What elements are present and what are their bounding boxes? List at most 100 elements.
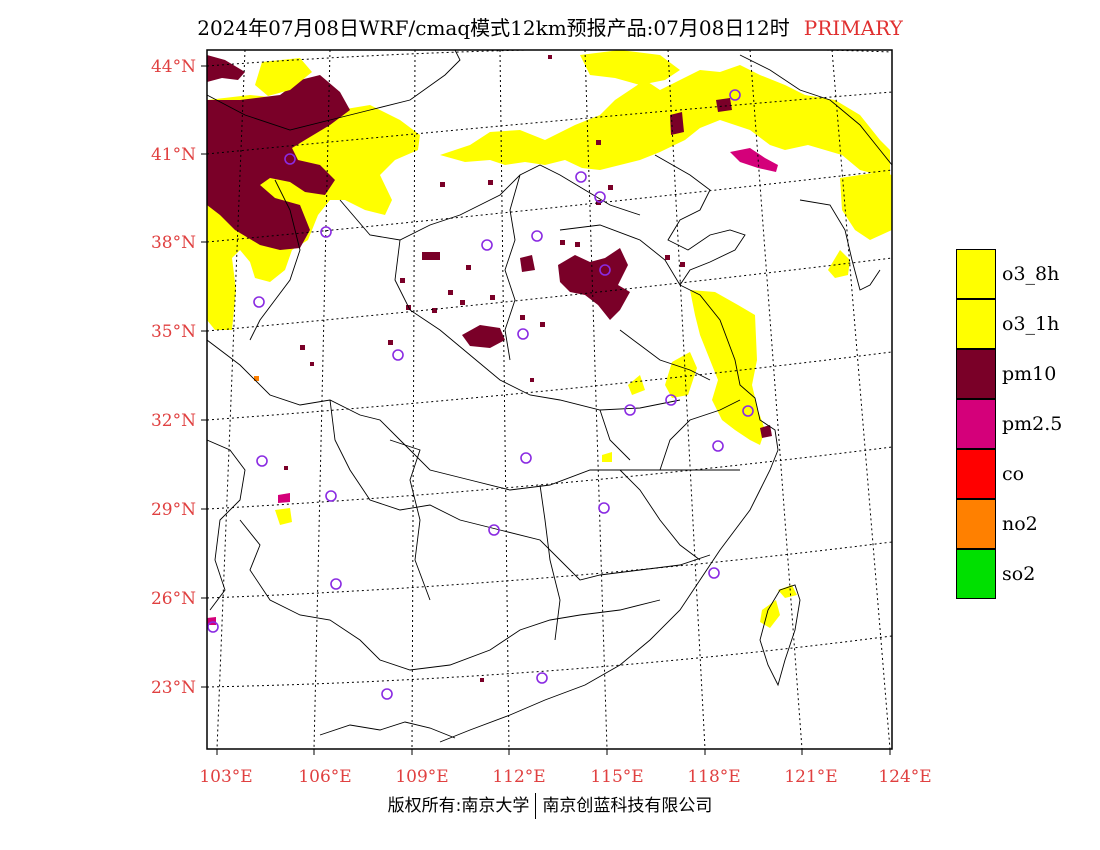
- lat-line-32: [207, 351, 892, 421]
- pm10-area-north-edge: [207, 55, 245, 82]
- province-border-7: [239, 519, 661, 671]
- province-border-5: [207, 339, 740, 491]
- legend-swatch: [956, 549, 996, 599]
- o3-area-north-top: [580, 50, 680, 85]
- lon-line-121: [749, 50, 803, 749]
- station-marker: [708, 567, 720, 579]
- o3-area-small-a: [628, 375, 645, 395]
- graticule: [207, 50, 892, 749]
- o3-area-central: [665, 352, 697, 398]
- lon-label: 115°E: [590, 767, 643, 787]
- copyright-company: 南京创蓝科技有限公司: [542, 796, 713, 816]
- lon-label: 109°E: [395, 767, 448, 787]
- province-border-10: [619, 469, 701, 561]
- legend-label: pm2.5: [1002, 413, 1063, 435]
- province-border-1: [339, 164, 641, 241]
- legend-label: o3_1h: [1002, 313, 1060, 335]
- lon-label: 124°E: [878, 767, 931, 787]
- station-marker: [575, 171, 587, 183]
- legend-swatch: [956, 499, 996, 549]
- legend-swatch: [956, 349, 996, 399]
- legend-swatch: [956, 449, 996, 499]
- o3-area-northeast: [840, 172, 892, 240]
- lon-label: 103°E: [199, 767, 252, 787]
- station-marker: [488, 524, 500, 536]
- station-marker: [598, 502, 610, 514]
- national-border-north: [207, 50, 461, 131]
- lat-label: 41°N: [151, 145, 196, 165]
- station-marker: [256, 455, 268, 467]
- province-border-15: [659, 399, 741, 471]
- lon-line-112: [499, 50, 510, 749]
- station-marker: [712, 440, 724, 452]
- pm10-area-central-b: [462, 325, 505, 348]
- pm25-area-northeast: [730, 148, 778, 172]
- o3-area-small-b: [602, 452, 612, 462]
- legend-label: o3_8h: [1002, 263, 1060, 285]
- copyright-separator: [535, 793, 537, 819]
- lat-line-38: [207, 169, 892, 243]
- lat-label: 38°N: [151, 233, 196, 253]
- pm10-area-shanghai: [760, 425, 772, 438]
- national-border-northeast: [739, 54, 892, 166]
- lon-label: 106°E: [298, 767, 351, 787]
- lat-label: 26°N: [151, 589, 196, 609]
- station-marker: [742, 405, 754, 417]
- title-text: 2024年07月08日WRF/cmaq模式12km预报产品:07月08日12时: [197, 16, 790, 40]
- map-title: 2024年07月08日WRF/cmaq模式12km预报产品:07月08日12时 P…: [0, 12, 1100, 41]
- lon-line-103: [216, 50, 246, 749]
- hainan-coast: [319, 721, 456, 739]
- province-border-2: [394, 239, 681, 411]
- station-marker: [517, 328, 529, 340]
- lon-line-115: [584, 50, 608, 749]
- o3-area-southwest: [275, 508, 292, 525]
- pm10-area-north-c: [716, 98, 732, 112]
- station-marker: [320, 226, 332, 238]
- station-marker: [207, 621, 219, 633]
- lat-label: 29°N: [151, 500, 196, 520]
- station-marker: [624, 404, 636, 416]
- lat-label: 23°N: [151, 678, 196, 698]
- legend-swatch: [956, 299, 996, 349]
- station-marker: [481, 239, 493, 251]
- station-marker: [284, 153, 296, 165]
- station-marker: [536, 672, 548, 684]
- legend-swatch: [956, 249, 996, 299]
- pm10-area-north-b: [670, 112, 684, 135]
- station-marker: [599, 264, 611, 276]
- pm10-area-central: [558, 248, 630, 320]
- station-marker: [330, 578, 342, 590]
- pm10-speckles: [284, 55, 685, 682]
- lon-label: 121°E: [784, 767, 837, 787]
- province-border-4: [559, 224, 681, 286]
- province-border-9: [539, 484, 561, 641]
- axis-ticks: [201, 65, 891, 755]
- korea-coast: [799, 199, 881, 291]
- boundaries: [207, 50, 892, 743]
- lat-line-41: [207, 91, 892, 155]
- station-marker: [729, 89, 741, 101]
- lat-label: 32°N: [151, 411, 196, 431]
- lat-line-29: [207, 446, 892, 510]
- o3-area-taiwan-north: [778, 585, 797, 598]
- lon-line-124: [831, 50, 891, 749]
- station-marker: [253, 296, 265, 308]
- no2-area-southwest: [254, 376, 259, 381]
- coastline-bohai: [439, 154, 779, 743]
- station-marker: [520, 452, 532, 464]
- province-border-8: [389, 439, 431, 601]
- lat-label: 35°N: [151, 322, 196, 342]
- station-marker: [325, 490, 337, 502]
- province-border-3: [504, 174, 521, 361]
- province-border-12: [249, 179, 301, 341]
- legend-label: pm10: [1002, 363, 1057, 385]
- station-marker: [531, 230, 543, 242]
- lon-line-106: [313, 50, 331, 749]
- pm10-area-northwest: [207, 75, 350, 250]
- province-border-13: [619, 329, 711, 381]
- pollution-areas: [207, 50, 892, 682]
- map-frame: [206, 49, 893, 750]
- taiwan-coast: [759, 584, 801, 687]
- lat-label: 44°N: [151, 57, 196, 77]
